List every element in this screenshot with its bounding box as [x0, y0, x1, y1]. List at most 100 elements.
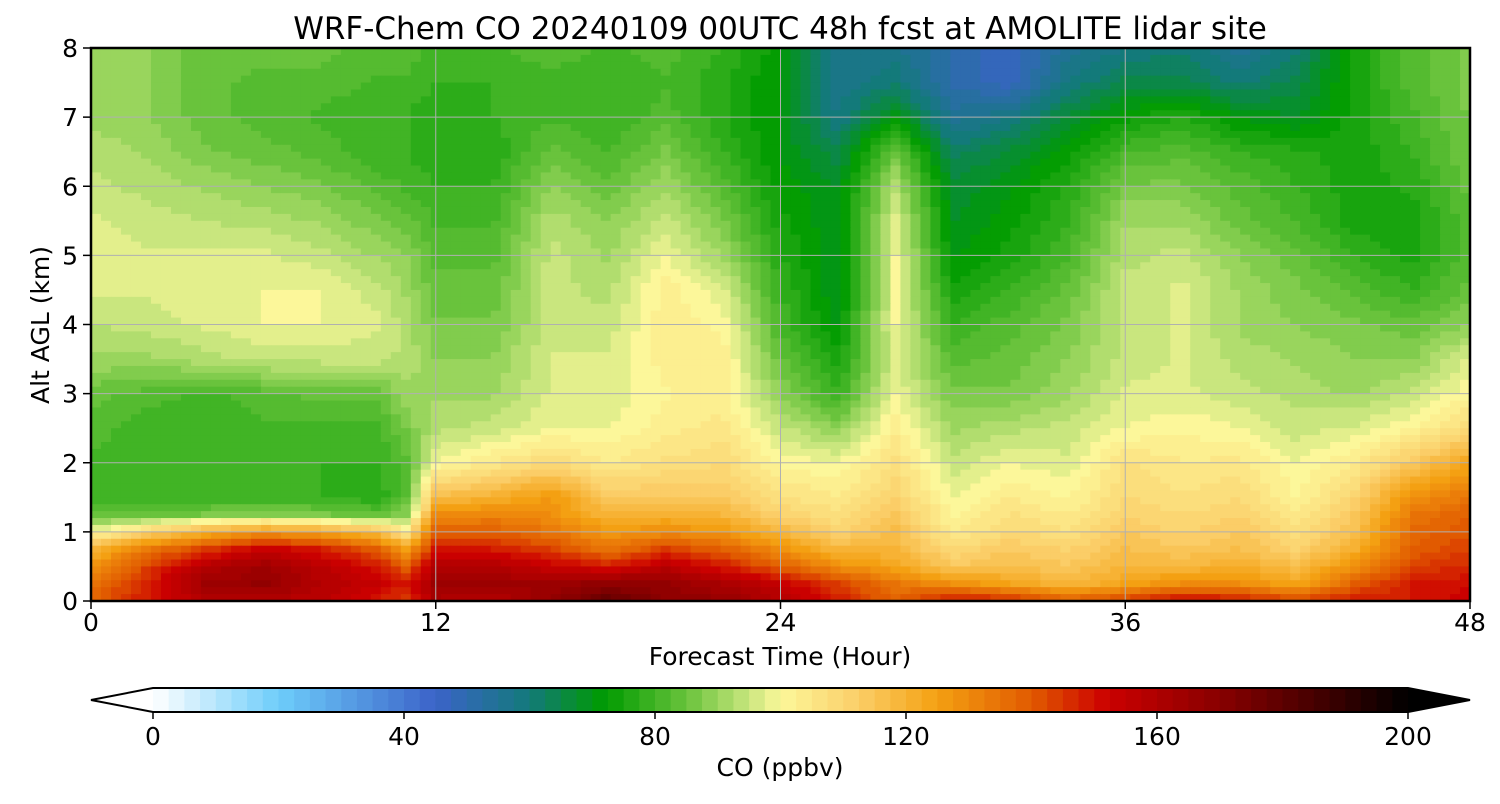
- field-cell: [790, 289, 802, 298]
- field-cell: [220, 227, 232, 236]
- field-cell: [670, 75, 682, 84]
- field-cell: [840, 158, 852, 167]
- field-cell: [830, 144, 842, 153]
- field-cell: [450, 117, 462, 125]
- field-cell: [560, 213, 572, 222]
- field-cell: [900, 117, 911, 125]
- field-cell: [1390, 137, 1401, 146]
- field-cell: [140, 103, 152, 111]
- field-cell: [210, 137, 222, 146]
- field-cell: [290, 200, 302, 208]
- field-cell: [1170, 82, 1181, 91]
- field-cell: [91, 158, 102, 167]
- field-cell: [450, 227, 462, 236]
- field-cell: [1170, 213, 1181, 222]
- field-cell: [1060, 103, 1071, 111]
- field-cell: [670, 137, 682, 146]
- field-cell: [870, 262, 882, 270]
- field-cell: [790, 158, 802, 167]
- field-cell: [980, 110, 991, 118]
- field-cell: [140, 82, 152, 91]
- field-cell: [890, 227, 902, 236]
- field-cell: [1370, 220, 1381, 229]
- field-cell: [220, 165, 232, 174]
- field-cell: [1300, 151, 1311, 160]
- field-cell: [160, 89, 172, 97]
- field-cell: [1350, 227, 1361, 236]
- field-cell: [1240, 269, 1251, 277]
- field-cell: [540, 165, 552, 174]
- field-cell: [600, 68, 612, 77]
- field-cell: [1330, 158, 1341, 167]
- field-cell: [1370, 110, 1381, 118]
- field-cell: [980, 89, 991, 97]
- field-cell: [450, 124, 462, 132]
- field-cell: [520, 165, 532, 174]
- field-cell: [1000, 193, 1011, 201]
- field-cell: [1440, 234, 1451, 243]
- field-cell: [840, 96, 852, 104]
- field-cell: [570, 234, 582, 243]
- field-cell: [960, 130, 971, 139]
- field-cell: [1220, 82, 1231, 91]
- field-cell: [1180, 200, 1191, 208]
- field-cell: [630, 220, 642, 229]
- field-cell: [220, 276, 232, 284]
- field-cell: [1370, 186, 1381, 194]
- field-cell: [1170, 248, 1181, 256]
- field-cell: [290, 269, 302, 277]
- field-cell: [190, 227, 202, 236]
- field-cell: [1420, 158, 1431, 167]
- field-cell: [1150, 103, 1161, 111]
- field-cell: [1360, 103, 1371, 111]
- field-cell: [1360, 172, 1371, 180]
- field-cell: [1320, 137, 1331, 146]
- field-cell: [370, 137, 382, 146]
- field-cell: [930, 96, 941, 104]
- field-cell: [1220, 255, 1231, 263]
- field-cell: [160, 158, 172, 167]
- field-cell: [180, 75, 192, 84]
- field-cell: [180, 144, 192, 153]
- field-cell: [1240, 158, 1251, 167]
- field-cell: [300, 206, 312, 215]
- field-cell: [540, 124, 552, 132]
- field-cell: [260, 103, 272, 111]
- field-cell: [890, 241, 902, 250]
- field-cell: [630, 241, 642, 250]
- field-cell: [490, 227, 502, 236]
- field-cell: [980, 234, 991, 243]
- field-cell: [1260, 248, 1271, 256]
- field-cell: [350, 75, 362, 84]
- field-cell: [1460, 124, 1470, 132]
- field-cell: [960, 186, 971, 194]
- field-cell: [1350, 48, 1361, 56]
- field-cell: [1250, 103, 1261, 111]
- field-cell: [860, 213, 872, 222]
- field-cell: [950, 200, 961, 208]
- field-cell: [1440, 75, 1451, 84]
- field-cell: [1090, 179, 1101, 187]
- field-cell: [120, 130, 132, 139]
- field-cell: [1150, 186, 1161, 194]
- field-cell: [910, 227, 921, 236]
- field-cell: [300, 137, 312, 146]
- field-cell: [750, 165, 762, 174]
- field-cell: [580, 255, 592, 263]
- field-cell: [1260, 89, 1271, 97]
- field-cell: [960, 200, 971, 208]
- field-cell: [390, 110, 402, 118]
- field-cell: [760, 110, 772, 118]
- field-cell: [1400, 89, 1411, 97]
- field-cell: [210, 220, 222, 229]
- field-cell: [680, 186, 692, 194]
- field-cell: [670, 124, 682, 132]
- field-cell: [650, 200, 662, 208]
- field-cell: [1400, 186, 1411, 194]
- field-cell: [420, 179, 432, 187]
- field-cell: [910, 96, 921, 104]
- field-cell: [520, 220, 532, 229]
- field-cell: [1130, 234, 1141, 243]
- field-cell: [530, 269, 542, 277]
- field-cell: [290, 151, 302, 160]
